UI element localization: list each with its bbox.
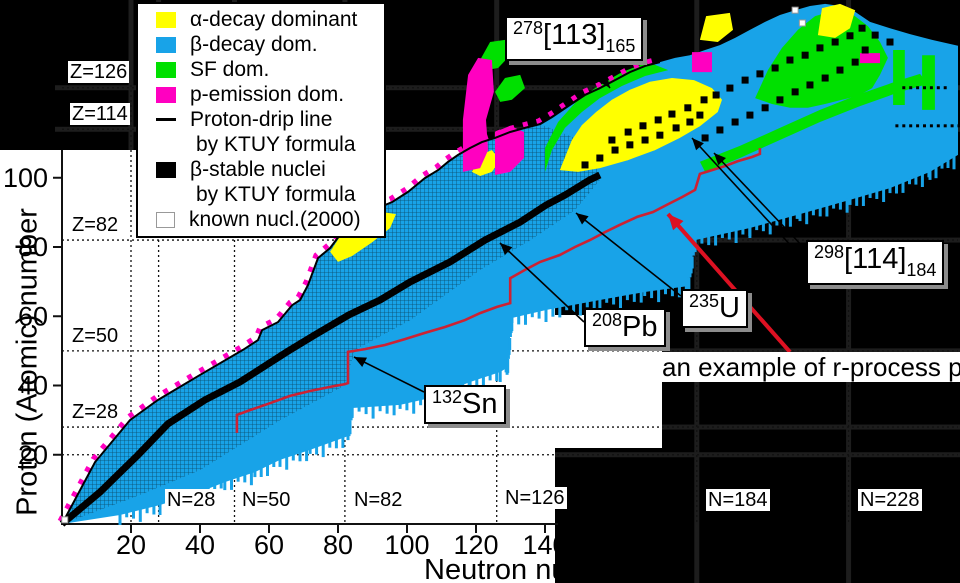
annotation-element-113: 278[113]165 xyxy=(505,16,644,61)
y-tick-label: 40 xyxy=(18,371,48,401)
mass-number: 298 xyxy=(814,242,845,262)
magic-number-label-z114: Z=114 xyxy=(70,103,130,125)
magic-number-label-z28: Z=28 xyxy=(70,401,121,423)
legend-label: β-stable nuclei xyxy=(190,158,326,181)
annotation-pb-208: 208Pb xyxy=(584,308,666,348)
legend-label: β-decay dom. xyxy=(190,33,318,56)
magic-number-label-n28: N=28 xyxy=(165,489,218,511)
mass-number: 278 xyxy=(513,18,544,38)
legend-label: by KTUY formula xyxy=(196,183,356,206)
mass-number: 235 xyxy=(689,291,720,311)
x-tick-label: 20 xyxy=(116,530,146,560)
legend-label: α-decay dominant xyxy=(190,8,358,31)
legend-item-proton-drip-line: Proton-drip line xyxy=(138,107,384,132)
annotation-u-235: 235U xyxy=(681,289,748,329)
element-symbol: [114] xyxy=(844,243,907,275)
legend-item-beta-stable-2: by KTUY formula xyxy=(138,182,384,207)
magic-number-label-n126: N=126 xyxy=(503,487,567,509)
annotation-sn-132: 132Sn xyxy=(424,385,506,425)
mass-number: 208 xyxy=(592,310,623,330)
legend-label: SF dom. xyxy=(190,58,270,81)
legend-swatch-alpha-decay xyxy=(156,11,176,28)
x-tick-label: 120 xyxy=(453,530,498,560)
y-axis-label: Proton (Atomic) number xyxy=(11,208,44,516)
legend-item-known-nuclei: known nucl.(2000) xyxy=(138,207,384,232)
legend: α-decay dominant β-decay dom. SF dom. p-emi… xyxy=(136,2,386,238)
legend-label: p-emission dom. xyxy=(190,83,345,106)
magic-number-label-n82: N=82 xyxy=(352,489,405,511)
x-tick-label: 80 xyxy=(323,530,353,560)
neutron-number-subscript: 184 xyxy=(906,260,937,280)
magic-number-label-z50: Z=50 xyxy=(70,325,121,347)
magic-number-label-n184: N=184 xyxy=(706,489,770,511)
neutron-number-subscript: 165 xyxy=(605,36,636,56)
magic-number-label-n228: N=228 xyxy=(858,489,922,511)
x-tick-label: 140 xyxy=(522,530,567,560)
legend-swatch-beta-decay xyxy=(156,36,176,53)
x-tick-label: 40 xyxy=(185,530,215,560)
legend-swatch-p-emission xyxy=(156,86,176,103)
legend-item-beta-decay: β-decay dom. xyxy=(138,32,384,57)
magic-number-label-n50: N=50 xyxy=(240,489,293,511)
legend-swatch-known-nuclei xyxy=(156,211,175,228)
legend-item-sf: SF dom. xyxy=(138,57,384,82)
legend-label: by KTUY formula xyxy=(196,133,356,156)
x-tick-label: 60 xyxy=(254,530,284,560)
y-tick-label: 100 xyxy=(3,163,48,193)
magic-number-label-z82: Z=82 xyxy=(70,214,121,236)
y-tick-label: 20 xyxy=(18,440,48,470)
legend-label: Proton-drip line xyxy=(190,108,333,131)
y-tick-label: 60 xyxy=(18,301,48,331)
legend-swatch-sf xyxy=(156,61,176,78)
element-symbol: [113] xyxy=(543,19,606,51)
legend-swatch-beta-stable xyxy=(156,161,176,178)
element-symbol: U xyxy=(719,292,740,324)
magic-number-label-z126: Z=126 xyxy=(68,61,130,83)
legend-spacer xyxy=(156,137,176,153)
mass-number: 132 xyxy=(432,387,463,407)
legend-item-alpha-decay: α-decay dominant xyxy=(138,7,384,32)
legend-item-proton-drip-line-2: by KTUY formula xyxy=(138,132,384,157)
x-tick-label: 100 xyxy=(384,530,429,560)
legend-swatch-proton-drip-line xyxy=(156,118,176,121)
legend-spacer xyxy=(156,187,176,203)
annotation-element-114: 298[114]184 xyxy=(806,240,945,285)
legend-item-beta-stable: β-stable nuclei xyxy=(138,157,384,182)
legend-label: known nucl.(2000) xyxy=(189,208,361,231)
r-process-path-label: an example of r-process path xyxy=(656,352,960,382)
x-axis-label: Neutron number xyxy=(424,554,634,583)
legend-item-p-emission: p-emission dom. xyxy=(138,82,384,107)
y-tick-label: 80 xyxy=(18,232,48,262)
element-symbol: Pb xyxy=(622,311,658,343)
element-symbol: Sn xyxy=(462,388,498,420)
